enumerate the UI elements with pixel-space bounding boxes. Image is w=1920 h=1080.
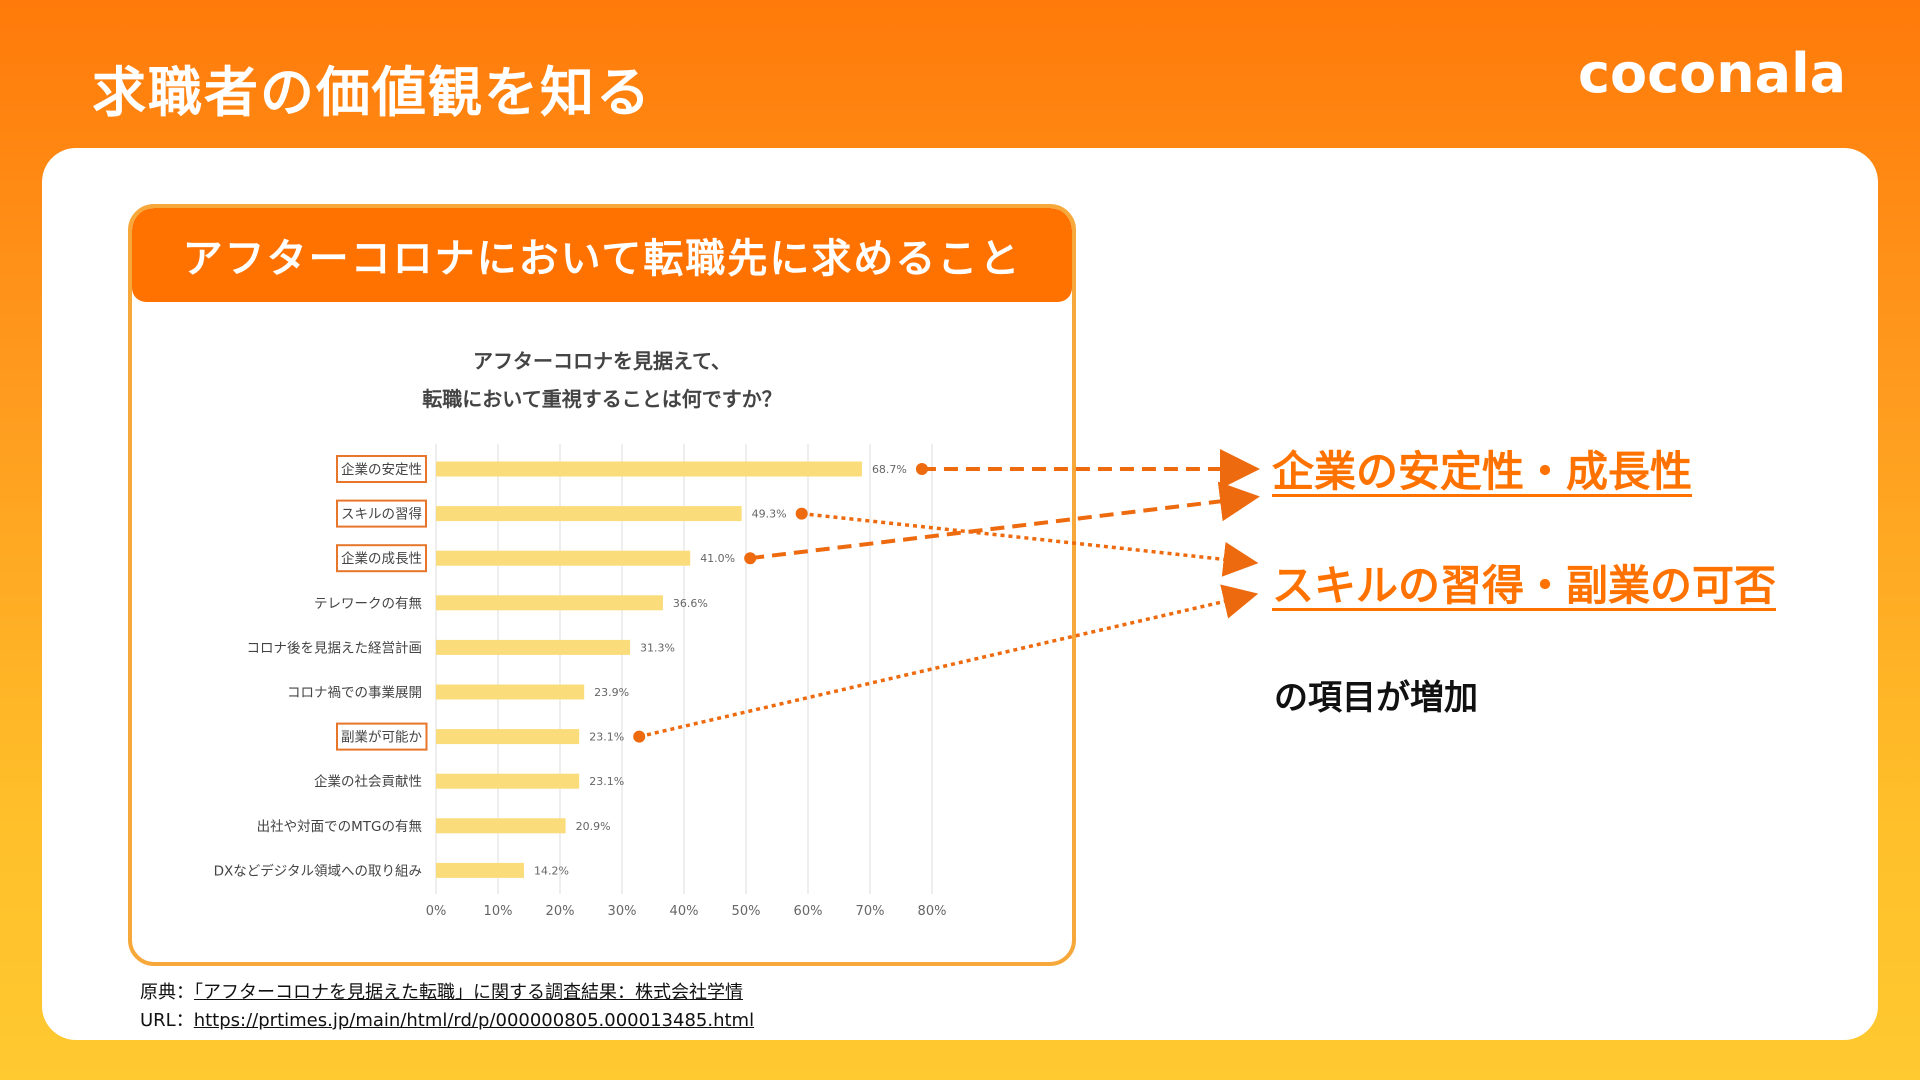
takeaway-stability-growth: 企業の安定性・成長性 <box>1272 447 1693 496</box>
bar-value-label: 68.7% <box>872 463 907 476</box>
bar-value-label: 41.0% <box>700 552 735 565</box>
category-label: 企業の社会貢献性 <box>314 773 422 790</box>
logo-wordmark: coconala <box>1578 42 1846 105</box>
bar <box>436 729 580 745</box>
x-tick-label: 60% <box>794 904 823 919</box>
category-highlight-box <box>336 455 427 483</box>
bar <box>436 684 585 700</box>
category-label: テレワークの有無 <box>314 596 422 612</box>
bar <box>436 639 631 655</box>
bar <box>436 506 742 522</box>
bar <box>436 461 862 477</box>
category-label: 出社や対面でのMTGの有無 <box>257 819 422 835</box>
takeaway-subtext: の項目が増加 <box>1274 678 1478 718</box>
bar-value-label: 14.2% <box>534 864 569 877</box>
bar-value-label: 23.1% <box>589 775 624 788</box>
bar-value-label: 36.6% <box>673 597 708 610</box>
bar-value-label: 20.9% <box>576 820 611 833</box>
category-label: コロナ禍での事業展開 <box>287 685 422 701</box>
category-label: コロナ後を見据えた経営計画 <box>247 640 423 656</box>
bar-value-label: 49.3% <box>752 508 787 521</box>
source-url: URL：https://prtimes.jp/main/html/rd/p/00… <box>140 1006 754 1032</box>
category-highlight-box <box>336 544 427 573</box>
source-citation: 原典：「アフターコロナを見据えた転職」に関する調査結果：株式会社学情 <box>140 978 743 1004</box>
chart-title-line: アフターコロナを見据えて、 <box>473 349 731 373</box>
source-label: 原典： <box>140 982 194 1003</box>
source-title-link[interactable]: 「アフターコロナを見据えた転職」に関する調査結果：株式会社学情 <box>194 982 743 1003</box>
source-url-link[interactable]: https://prtimes.jp/main/html/rd/p/000000… <box>193 1010 755 1031</box>
bar <box>436 862 525 878</box>
x-tick-label: 20% <box>546 904 575 919</box>
category-highlight-box <box>336 722 428 751</box>
slide-title: 求職者の価値観を知る <box>92 61 652 124</box>
brand-logo: coconala <box>1578 42 1846 105</box>
category-label: DXなどデジタル領域への取り組み <box>214 862 422 879</box>
bar <box>436 818 566 834</box>
x-tick-label: 70% <box>856 904 885 919</box>
chart-title-line: 転職において重視することは何ですか？ <box>422 387 781 411</box>
x-tick-label: 10% <box>484 904 513 919</box>
bar-chart: アフターコロナを見据えて、転職において重視することは何ですか？ 0% 10% 20% 3… <box>214 349 947 919</box>
url-label: URL： <box>140 1010 194 1031</box>
x-tick-label: 80% <box>918 904 947 919</box>
category-label: 企業の成長性 <box>341 550 422 567</box>
category-label: 副業が可能か <box>341 730 422 746</box>
x-tick-label: 50% <box>732 904 761 919</box>
x-tick-label: 40% <box>670 904 699 919</box>
chart-card: アフターコロナにおいて転職先に求めること アフターコロナを見据えて、転職において… <box>128 204 1076 966</box>
bar-value-label: 31.3% <box>640 641 675 654</box>
category-label: スキルの習得 <box>341 506 422 523</box>
chart-card-header: アフターコロナにおいて転職先に求めること <box>132 208 1072 302</box>
bar <box>436 595 663 611</box>
takeaway-skills-sidejob: スキルの習得・副業の可否 <box>1272 561 1777 610</box>
bar-value-label: 23.1% <box>589 731 624 744</box>
x-tick-label: 30% <box>608 904 637 919</box>
category-label: 企業の安定性 <box>341 461 422 478</box>
bar <box>436 550 691 566</box>
x-tick-label: 0% <box>426 904 447 919</box>
bar <box>436 773 580 789</box>
category-highlight-box <box>336 499 427 528</box>
bar-value-label: 23.9% <box>594 686 629 699</box>
